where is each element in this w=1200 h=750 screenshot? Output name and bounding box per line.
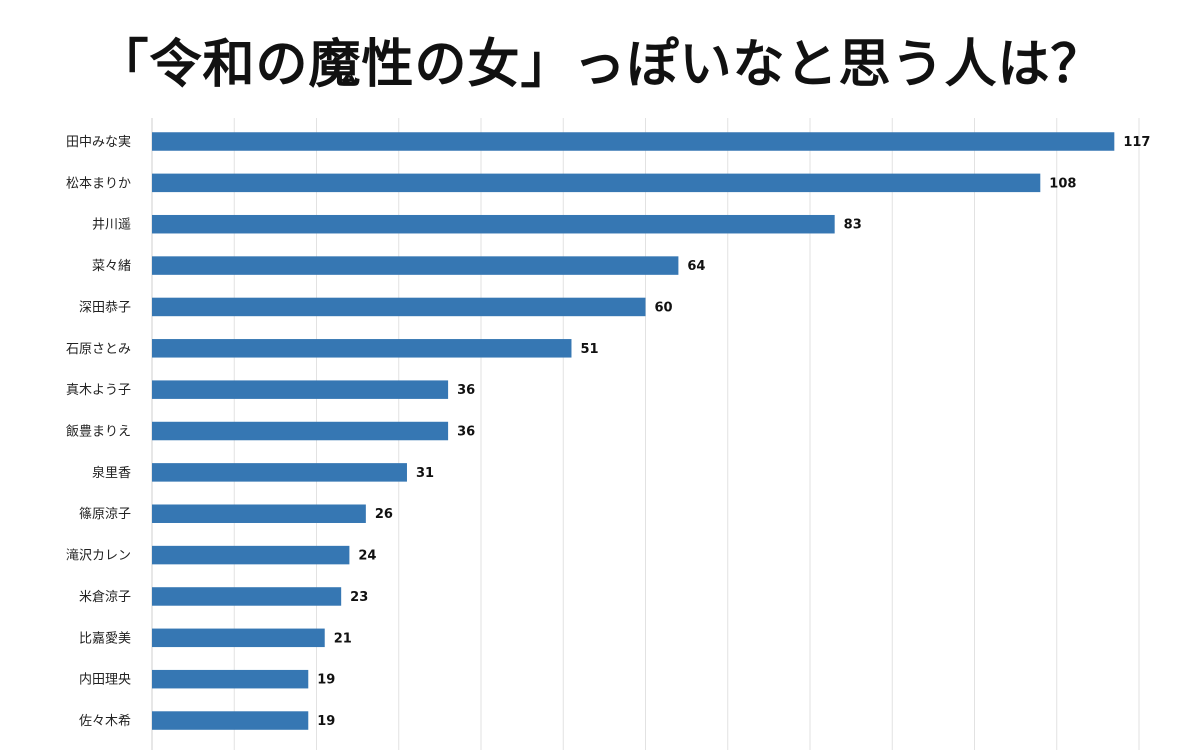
category-label: 滝沢カレン — [66, 549, 131, 564]
category-label: 真木よう子 — [66, 383, 131, 398]
value-label: 36 — [457, 425, 475, 440]
bar — [152, 587, 342, 606]
value-label: 117 — [1123, 135, 1150, 150]
value-label: 31 — [416, 466, 434, 481]
category-label: 菜々緒 — [92, 259, 131, 274]
bar — [152, 297, 646, 317]
bar — [152, 421, 449, 441]
category-label: 石原さとみ — [66, 342, 131, 357]
category-label: 田中みな実 — [66, 134, 131, 150]
category-label: 松本まりか — [66, 176, 131, 191]
bars — [152, 132, 1115, 730]
value-label: 36 — [457, 383, 475, 398]
value-label: 26 — [375, 507, 393, 522]
value-label: 83 — [844, 218, 862, 233]
value-label: 23 — [350, 590, 368, 605]
bar — [152, 711, 309, 730]
value-label: 60 — [655, 300, 673, 315]
category-label: 内田理央 — [79, 672, 131, 688]
bar — [152, 380, 449, 399]
value-label: 21 — [334, 631, 352, 646]
bar — [152, 339, 572, 358]
category-label: 深田恭子 — [79, 300, 131, 315]
value-label: 19 — [317, 714, 335, 729]
category-label: 井川遥 — [92, 218, 131, 233]
category-labels: 田中みな実松本まりか井川遥菜々緒深田恭子石原さとみ真木よう子飯豊まりえ泉里香篠原… — [66, 134, 131, 729]
bar — [152, 545, 350, 565]
bar — [152, 173, 1041, 193]
bar — [152, 463, 407, 482]
value-label: 64 — [687, 259, 705, 274]
bar — [152, 132, 1115, 151]
category-label: 比嘉愛美 — [79, 631, 131, 646]
value-label: 19 — [317, 673, 335, 688]
category-label: 飯豊まりえ — [66, 425, 131, 440]
bar — [152, 669, 309, 689]
category-label: 泉里香 — [92, 465, 131, 481]
value-labels: 117 108 83 64 60 51 36 36 31 26 24 23 21 19 19 — [317, 135, 1150, 729]
value-label: 108 — [1049, 176, 1076, 191]
category-label: 篠原涼子 — [79, 507, 131, 522]
category-label: 佐々木希 — [79, 714, 131, 729]
bar — [152, 628, 325, 648]
bar — [152, 504, 366, 523]
value-label: 51 — [580, 342, 598, 357]
bar — [152, 256, 679, 275]
chart-title: 「令和の魔性の女」っぽいなと思う人は？ — [96, 35, 1104, 95]
category-label: 米倉涼子 — [79, 590, 131, 605]
value-label: 24 — [358, 549, 376, 564]
bar — [152, 214, 835, 234]
